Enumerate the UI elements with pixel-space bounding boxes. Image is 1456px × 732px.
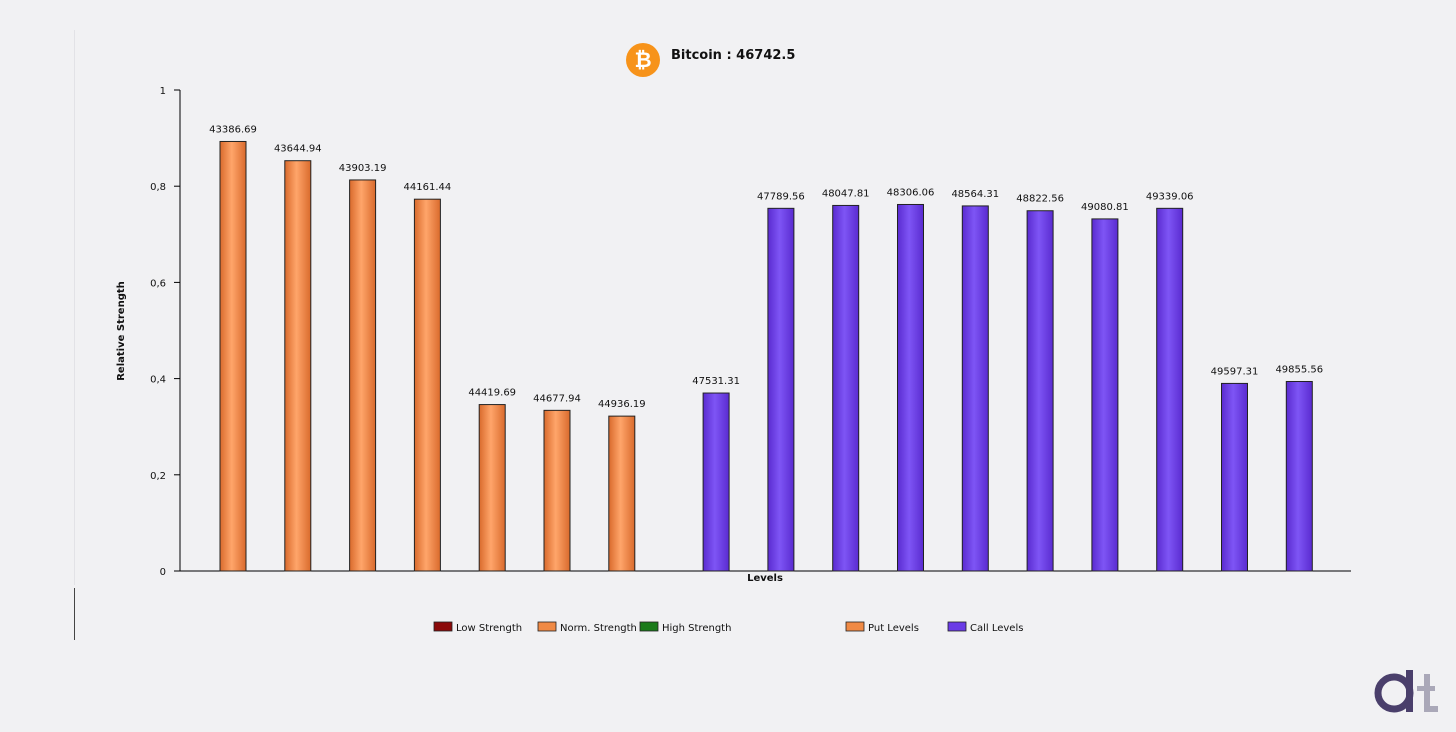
chart-title: Bitcoin : 46742.5 xyxy=(671,48,795,63)
axes: 0 0,2 0,4 0,6 0,8 1 xyxy=(150,86,1351,578)
bar-data-label: 49080.81 xyxy=(1081,202,1129,213)
put-level-bar[interactable] xyxy=(478,404,506,572)
bar-data-label: 47531.31 xyxy=(692,376,740,387)
bar-data-label: 49597.31 xyxy=(1211,366,1259,377)
legend-swatch xyxy=(537,621,557,632)
y-tick-label: 0,8 xyxy=(150,182,166,193)
call-level-bar[interactable] xyxy=(961,205,989,572)
bar-data-label: 44419.69 xyxy=(468,388,516,399)
bar-data-label: 44936.19 xyxy=(598,399,646,410)
call-level-bar[interactable] xyxy=(1221,382,1248,572)
left-divider xyxy=(74,30,75,585)
bar-data-label: 49855.56 xyxy=(1275,364,1323,375)
put-level-bar[interactable] xyxy=(608,415,636,572)
legend-label: High Strength xyxy=(662,623,731,634)
put-level-bar[interactable] xyxy=(543,409,571,572)
legend-label: Low Strength xyxy=(456,623,522,634)
bar-data-label: 48306.06 xyxy=(887,187,935,198)
bar-data-label: 49339.06 xyxy=(1146,191,1194,202)
put-level-bar[interactable] xyxy=(219,140,247,572)
chart-header: ₿ Bitcoin : 46742.5 xyxy=(626,43,795,77)
call-level-bar[interactable] xyxy=(1156,207,1184,572)
legend-swatch xyxy=(947,621,967,632)
bar-data-label: 47789.56 xyxy=(757,191,805,202)
legend-label: Call Levels xyxy=(970,623,1023,634)
call-level-bar[interactable] xyxy=(1285,380,1313,572)
x-axis-label: Levels xyxy=(747,573,783,584)
call-level-bar[interactable] xyxy=(1091,218,1119,572)
bar-data-label: 48822.56 xyxy=(1016,194,1064,205)
bar-series: 43386.69 43644.94 43903.19 44161.44 44419.69… xyxy=(209,124,1323,572)
legend-swatch xyxy=(433,621,453,632)
bar-data-label: 43903.19 xyxy=(339,163,387,174)
y-tick-label: 0,4 xyxy=(150,375,166,386)
y-axis-label: Relative Strength xyxy=(116,281,127,381)
y-tick-label: 0 xyxy=(160,567,166,578)
bar-data-label: 44677.94 xyxy=(533,393,581,404)
y-tick-label: 0,2 xyxy=(150,471,166,482)
bar-data-label: 44161.44 xyxy=(404,182,452,193)
y-tick-label: 0,6 xyxy=(150,278,166,289)
bar-data-label: 43386.69 xyxy=(209,124,257,135)
legend-label: Put Levels xyxy=(868,623,919,634)
call-level-bar[interactable] xyxy=(1026,210,1054,572)
bar-data-label: 48047.81 xyxy=(822,188,870,199)
put-level-bar[interactable] xyxy=(284,160,312,572)
bar-data-label: 43644.94 xyxy=(274,144,322,155)
call-level-bar[interactable] xyxy=(767,207,795,572)
legend-swatch xyxy=(639,621,659,632)
bar-data-label: 48564.31 xyxy=(951,189,999,200)
call-level-bar[interactable] xyxy=(897,203,924,572)
put-level-bar[interactable] xyxy=(413,198,441,572)
put-level-bar[interactable] xyxy=(349,179,377,572)
bitcoin-icon: ₿ xyxy=(626,43,660,77)
left-divider-dark xyxy=(74,588,75,640)
y-tick-label: 1 xyxy=(160,86,166,97)
svg-text:₿: ₿ xyxy=(634,48,651,72)
dt-logo-icon xyxy=(1374,670,1438,713)
call-level-bar[interactable] xyxy=(832,204,860,572)
legend-label: Norm. Strength xyxy=(560,623,637,634)
legend: Low Strength Norm. Strength High Strength P… xyxy=(433,621,1023,634)
legend-swatch xyxy=(845,621,865,632)
call-level-bar[interactable] xyxy=(702,392,730,572)
